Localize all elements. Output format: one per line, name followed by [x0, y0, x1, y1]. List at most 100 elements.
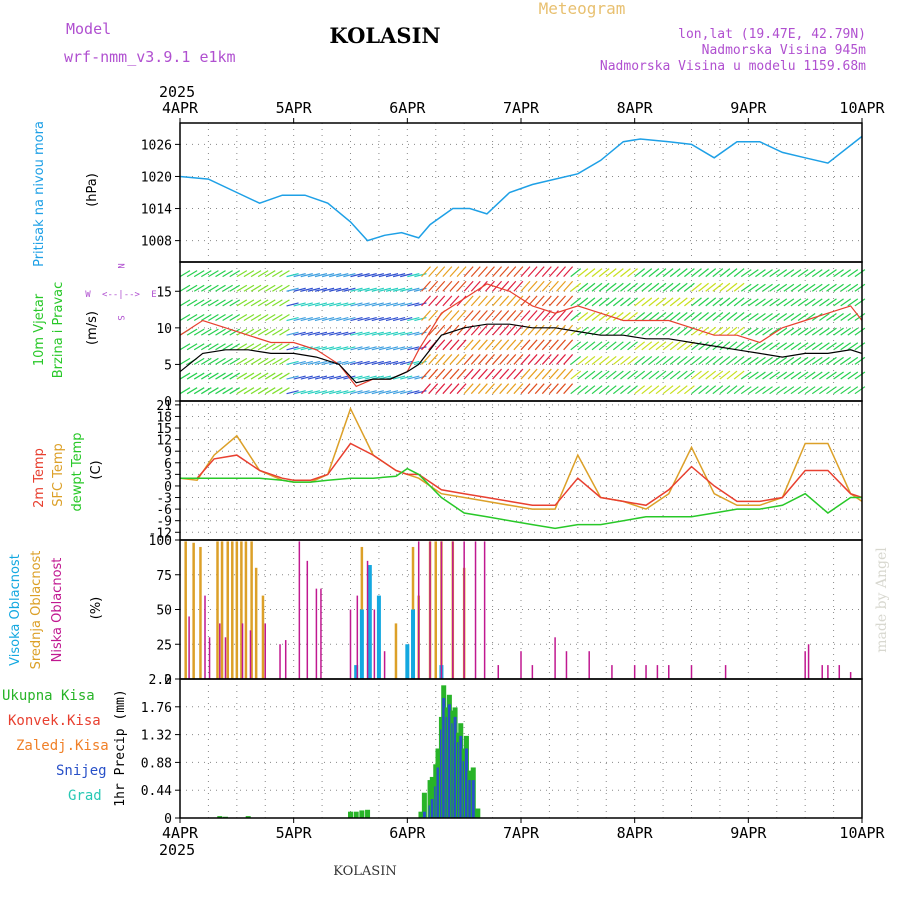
- wind-arrow: [534, 368, 545, 380]
- temp-ylabel-sfc: SFC Temp: [51, 443, 66, 507]
- temp-ylabel-2m: 2m Temp: [32, 448, 47, 508]
- wind-arrow: [456, 324, 467, 336]
- wind-arrow: [293, 346, 306, 351]
- pressure-ytick-label: 1008: [141, 235, 172, 250]
- wind-arrow: [556, 339, 566, 351]
- temperature-ytick-label: 6: [164, 457, 172, 472]
- wind-arrow: [477, 383, 488, 395]
- wind-arrow: [442, 310, 453, 321]
- cloud-bar-low: [417, 541, 420, 679]
- cloud-bar-low: [668, 665, 670, 679]
- wind-arrow: [485, 383, 495, 395]
- wind-arrow: [506, 383, 517, 395]
- wind-arrow: [350, 346, 363, 351]
- wind-arrow: [350, 331, 363, 336]
- wind-arrow: [577, 312, 589, 321]
- wind-arrow: [499, 310, 510, 321]
- wind-arrow: [222, 314, 233, 322]
- wind-arrow: [840, 371, 852, 380]
- wind-arrow: [250, 299, 262, 307]
- legend-konvek-kisa: Konvek.Kisa: [8, 713, 101, 729]
- wind-ytick-label: 15: [156, 285, 172, 300]
- wind-arrow: [407, 375, 420, 380]
- wind-arrow: [833, 269, 844, 278]
- wind-arrow: [755, 356, 766, 365]
- cloud-bar-low: [463, 541, 465, 679]
- wind-arrow: [655, 282, 667, 292]
- wind-arrow: [854, 298, 866, 307]
- cloud-bar-low: [849, 672, 852, 679]
- cloud-bar-low: [656, 665, 659, 679]
- wind-arrow: [747, 327, 759, 336]
- wind-arrow: [783, 269, 795, 278]
- wind-arrow: [428, 310, 439, 321]
- precip-bar-snow: [422, 811, 426, 818]
- cloud-bar-mid: [254, 567, 258, 679]
- wind-arrow: [279, 299, 290, 307]
- wind-arrow: [470, 354, 481, 365]
- wind-arrow: [620, 385, 631, 395]
- wind-arrow: [733, 297, 745, 307]
- wind-arrow: [620, 282, 631, 292]
- wind-arrow: [364, 273, 377, 278]
- wind-arrow: [769, 269, 780, 278]
- wind-arrow: [421, 266, 431, 278]
- station-title: KOLASIN: [329, 23, 440, 48]
- wind-arrow: [201, 328, 212, 336]
- wind-arrow: [584, 312, 596, 321]
- wind-arrow: [584, 268, 596, 278]
- wind-arrow: [293, 331, 306, 336]
- top-x-tick-label: 6APR: [389, 99, 426, 117]
- wind-arrow: [790, 371, 802, 380]
- wind-arrow: [826, 371, 837, 380]
- wind-arrow: [421, 310, 431, 321]
- precip-legend: Ukupna Kisa Konvek.Kisa Zaledj.Kisa Snij…: [2, 688, 128, 807]
- wind-arrow: [833, 386, 844, 395]
- wind-arrow: [300, 331, 313, 336]
- wind-arrow: [719, 312, 731, 321]
- wind-arrow: [556, 354, 566, 365]
- wind-arrow: [435, 280, 446, 292]
- wind-arrow: [477, 368, 488, 380]
- wind-arrow: [357, 346, 370, 351]
- wind-arrow: [627, 326, 638, 336]
- wind-arrow: [655, 268, 667, 278]
- cloud-bar-mid: [434, 541, 437, 679]
- wind-arrow: [485, 324, 495, 336]
- wind-arrow: [769, 386, 780, 395]
- wind-arrow: [499, 339, 510, 351]
- wind-arrow: [513, 295, 524, 307]
- wind-arrow: [485, 266, 495, 278]
- wind-arrow: [272, 387, 283, 395]
- pressure-ylabel: Pritisak na nivou mora: [32, 121, 47, 267]
- wind-arrow: [819, 386, 830, 395]
- wind-arrow: [534, 354, 545, 365]
- wind-arrow: [456, 280, 467, 292]
- wind-arrow: [605, 297, 617, 307]
- cloud-bar-low: [724, 665, 727, 679]
- wind-arrow: [676, 268, 688, 278]
- wind-arrow: [492, 368, 503, 380]
- wind-arrow: [179, 270, 191, 278]
- wind-arrow: [762, 327, 773, 336]
- wind-arrow: [712, 268, 724, 278]
- wind-arrow: [385, 287, 399, 292]
- wind-arrow: [286, 375, 299, 380]
- wind-arrow: [385, 316, 399, 322]
- cloud-bar-low: [429, 541, 431, 679]
- wind-arrow: [612, 297, 624, 307]
- cloud-bar-low: [279, 644, 281, 679]
- precip-bar-snow: [471, 780, 475, 818]
- wind-arrow: [257, 314, 269, 322]
- wind-arrow: [740, 356, 752, 365]
- wind-arrow: [250, 372, 262, 380]
- wind-arrow: [400, 375, 413, 380]
- wind-arrow: [293, 287, 306, 292]
- wind-arrow: [279, 372, 290, 380]
- wind-arrow: [762, 269, 773, 278]
- wind-arrow: [492, 310, 503, 321]
- wind-arrow: [733, 312, 745, 321]
- cloud-bar-low: [315, 588, 318, 679]
- cloud-bar-low: [188, 616, 190, 679]
- wind-arrow: [470, 295, 481, 307]
